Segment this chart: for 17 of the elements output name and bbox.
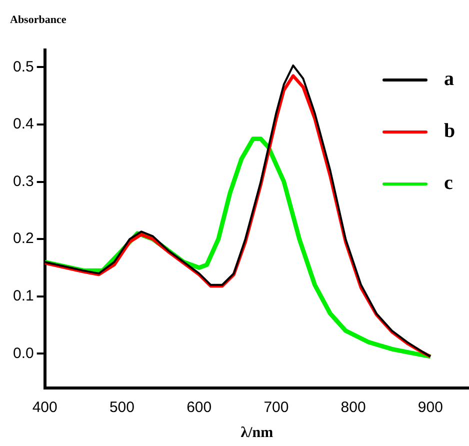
y-tick-label: 0.2 (12, 230, 34, 248)
y-axis-title: Absorbance (10, 14, 66, 26)
x-tick-label: 400 (32, 399, 58, 416)
y-tick-label: 0.5 (12, 58, 34, 76)
legend-label: a (444, 68, 454, 90)
legend-label: c (444, 172, 453, 194)
legend-label: b (444, 120, 456, 142)
x-tick-label: 600 (186, 399, 212, 416)
x-axis-title: λ/nm (240, 424, 274, 441)
y-tick-label: 0.3 (12, 172, 34, 190)
x-tick-label: 500 (109, 399, 134, 416)
y-tick-label: 0.1 (12, 287, 34, 304)
x-tick-label: 900 (418, 399, 443, 416)
x-tick-label: 700 (264, 399, 289, 416)
y-tick-label: 0.4 (12, 116, 34, 133)
y-tick-label: 0.0 (12, 344, 34, 362)
x-tick-label: 800 (340, 399, 366, 416)
